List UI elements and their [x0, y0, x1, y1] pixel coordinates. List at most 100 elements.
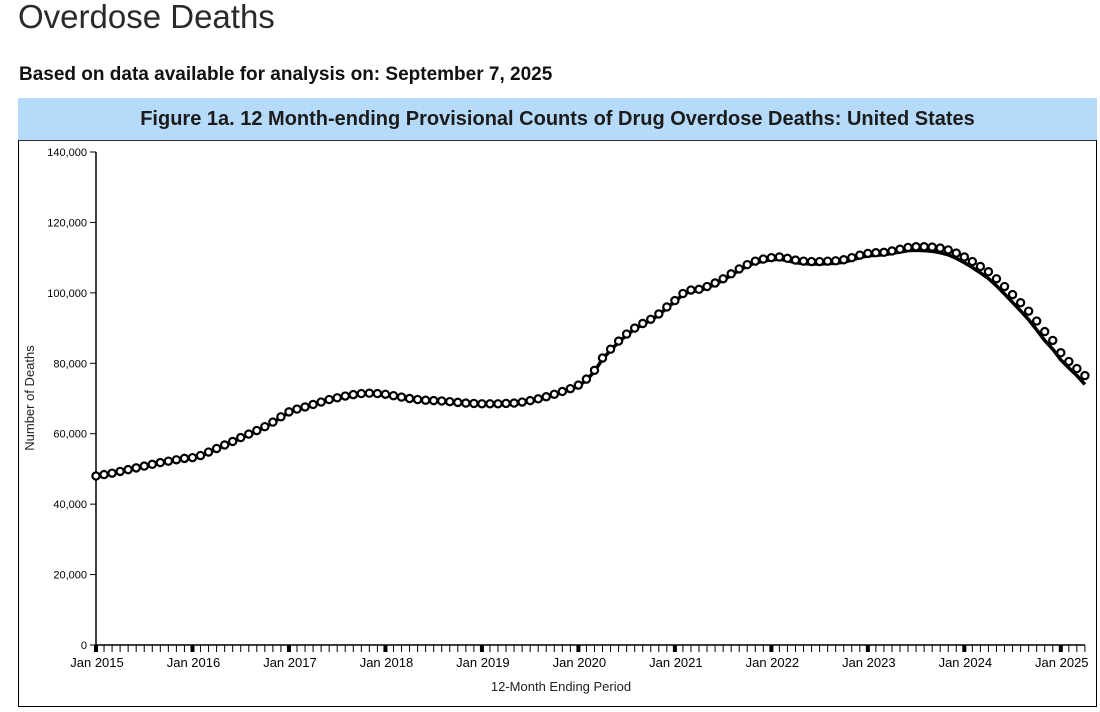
reported-point	[147, 459, 157, 470]
reported-point	[975, 261, 986, 272]
reported-point	[107, 468, 117, 478]
reported-point	[1080, 370, 1090, 381]
x-axis: Jan 2015 Jan 2016 Jan 2017 Jan 2018 Jan 2019…	[70, 644, 1089, 670]
reported-point	[412, 394, 423, 405]
x-tick-label: Jan 2023	[842, 655, 896, 670]
reported-point	[477, 399, 487, 409]
reported-point	[372, 388, 383, 399]
reported-point	[123, 464, 133, 475]
y-tick-label: 140,000	[47, 147, 87, 159]
reported-point	[1015, 298, 1026, 308]
reported-point	[445, 396, 455, 407]
reported-point	[219, 440, 230, 450]
reported-point	[179, 453, 190, 464]
reported-point	[163, 456, 174, 466]
reported-point	[139, 461, 149, 471]
reported-point	[364, 388, 375, 398]
reported-point	[171, 455, 182, 465]
plot-area	[91, 242, 1090, 481]
reported-point	[493, 399, 503, 409]
reported-point	[396, 392, 407, 402]
reported-point	[879, 247, 889, 258]
reported-point	[613, 336, 624, 346]
reported-point	[742, 259, 752, 270]
y-axis: 0 20,000 40,000 60,000 80,000 100,000 120,000 1…	[47, 147, 97, 652]
reported-point	[340, 391, 350, 401]
reported-point	[629, 323, 640, 333]
reported-point	[959, 252, 970, 262]
y-axis-title: Number of Deaths	[22, 345, 37, 451]
reported-point	[244, 429, 254, 439]
x-major-tick	[383, 645, 388, 652]
x-major-tick	[672, 645, 677, 652]
reported-point	[485, 399, 495, 409]
reported-point	[91, 471, 101, 481]
reported-point	[774, 252, 785, 262]
reported-point	[887, 246, 897, 256]
reported-point	[517, 397, 527, 407]
x-tick-label: Jan 2020	[553, 655, 607, 670]
reported-point	[935, 243, 945, 253]
reported-point	[597, 353, 608, 363]
x-major-tick	[479, 645, 484, 652]
reported-point	[420, 395, 431, 405]
reported-point	[766, 252, 777, 263]
reported-point	[919, 242, 929, 252]
reported-point	[437, 396, 447, 406]
chart-frame	[18, 140, 1097, 707]
reported-point	[1040, 326, 1050, 337]
reported-point	[1056, 348, 1066, 358]
reported-point	[830, 256, 841, 266]
x-tick-label: Jan 2025	[1035, 655, 1089, 670]
reported-point	[1048, 335, 1058, 346]
reported-point	[646, 314, 656, 324]
reported-point	[702, 281, 712, 292]
reported-point	[589, 365, 600, 376]
reported-point	[252, 425, 262, 436]
reported-point	[991, 274, 1002, 284]
reported-point	[404, 393, 415, 404]
reported-point	[758, 254, 769, 264]
reported-point	[380, 389, 391, 399]
x-tick-label: Jan 2019	[456, 655, 510, 670]
reported-point	[211, 443, 222, 454]
x-tick-label: Jan 2017	[263, 655, 317, 670]
reported-point	[654, 309, 664, 319]
reported-point	[927, 242, 937, 252]
reported-point	[662, 302, 672, 312]
x-tick-label: Jan 2015	[70, 655, 124, 670]
reported-point	[461, 398, 471, 408]
reported-point	[1007, 289, 1018, 300]
reported-point	[790, 255, 801, 265]
y-tick-label: 20,000	[53, 570, 87, 582]
reported-point	[276, 412, 286, 422]
reported-point	[549, 389, 559, 399]
x-tick-label: Jan 2022	[746, 655, 800, 670]
reported-point	[284, 407, 294, 417]
reported-point	[236, 432, 246, 443]
reported-point	[292, 404, 302, 414]
reported-point	[605, 344, 616, 354]
reported-point	[573, 380, 584, 390]
reported-point	[115, 466, 125, 477]
reported-point	[847, 252, 857, 263]
data-date-subtitle: Based on data available for analysis on:…	[19, 64, 553, 85]
x-tick-label: Jan 2018	[360, 655, 414, 670]
reported-point	[806, 256, 817, 267]
reported-point	[1072, 363, 1082, 374]
reported-point	[670, 295, 680, 306]
x-major-tick	[286, 645, 291, 652]
x-major-tick	[962, 645, 967, 652]
reported-point	[1023, 306, 1034, 316]
reported-point	[951, 248, 961, 258]
x-major-tick	[769, 645, 774, 652]
x-axis-title: 12-Month Ending Period	[491, 679, 631, 694]
reported-point	[541, 392, 551, 402]
x-major-tick	[190, 645, 195, 652]
reported-point	[895, 244, 905, 254]
reported-point	[726, 269, 736, 279]
reported-point	[911, 242, 921, 252]
reported-point	[348, 389, 358, 400]
reported-point	[203, 447, 214, 457]
reported-point	[718, 274, 728, 284]
